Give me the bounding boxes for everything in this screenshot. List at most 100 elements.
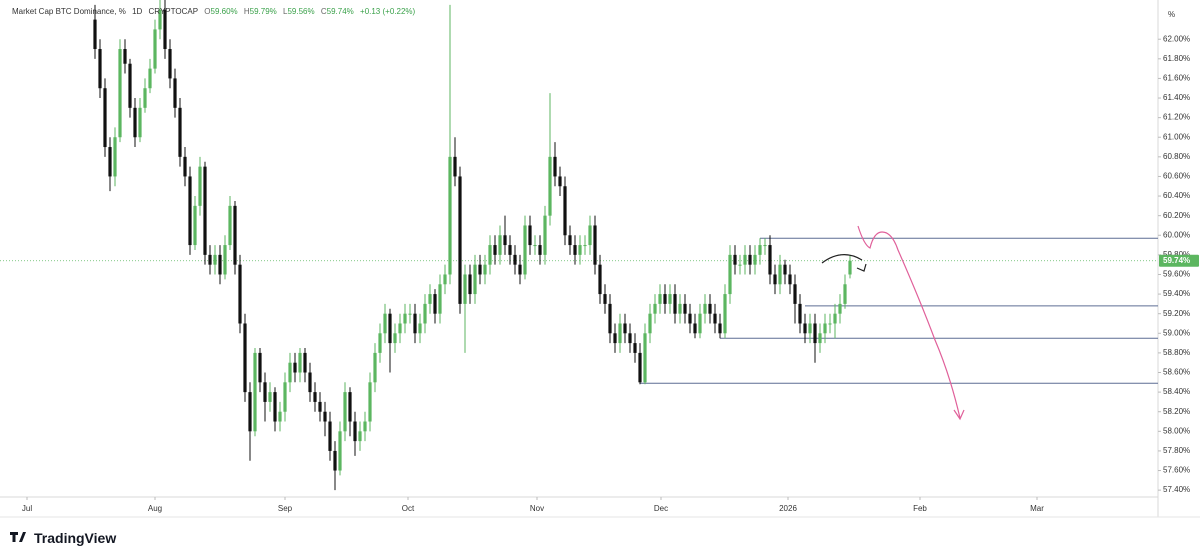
candle-body (113, 137, 117, 177)
candle-body (348, 392, 352, 422)
candle-body (358, 431, 362, 442)
candle-body (383, 313, 387, 334)
y-tick-label: 62.00% (1163, 34, 1190, 43)
candle-body (178, 107, 182, 157)
y-tick-label: 59.20% (1163, 309, 1190, 318)
candle-body (783, 264, 787, 275)
y-tick-label: 59.00% (1163, 328, 1190, 337)
y-tick-label: 61.40% (1163, 93, 1190, 102)
candle-body (378, 333, 382, 353)
candle-body (638, 352, 642, 383)
candle-body (333, 450, 337, 471)
candle-body (93, 19, 97, 50)
candle-body (568, 235, 572, 246)
candle-body (633, 343, 637, 353)
candle-body (808, 323, 812, 334)
candle-body (163, 9, 167, 50)
candle-body (748, 254, 752, 265)
candle-body (658, 294, 662, 304)
candle-body (268, 392, 272, 402)
candle-body (278, 411, 282, 422)
candle-body (558, 176, 562, 187)
candle-body (753, 254, 757, 265)
candle-body (193, 205, 197, 246)
candle-body (368, 382, 372, 422)
candle-body (243, 323, 247, 393)
candle-body (538, 245, 542, 255)
candle-body (98, 49, 102, 89)
candle-body (453, 156, 457, 177)
x-tick-label: Mar (1030, 504, 1044, 513)
arrow-head (856, 263, 867, 272)
candle-body (128, 63, 132, 108)
candle-body (698, 313, 702, 334)
candle-body (468, 274, 472, 295)
axis-unit: % (1168, 10, 1175, 19)
candle-body (793, 284, 797, 304)
candle-body (448, 156, 452, 275)
y-tick-label: 61.80% (1163, 54, 1190, 63)
brand-name: TradingView (34, 530, 117, 546)
candle-body (228, 205, 232, 246)
y-tick-label: 58.00% (1163, 426, 1190, 435)
candle-body (388, 313, 392, 344)
candle-body (158, 9, 162, 30)
candle-body (393, 333, 397, 344)
legend-value: 59.60% (210, 7, 238, 16)
legend-change: +0.13 (+0.22%) (360, 7, 416, 16)
candle-body (648, 313, 652, 334)
candle-body (588, 225, 592, 246)
candle-body (403, 313, 407, 324)
x-tick-label: Nov (530, 504, 544, 513)
y-tick-label: 60.60% (1163, 172, 1190, 181)
candle-body (298, 352, 302, 373)
candle-body (583, 245, 587, 247)
legend-title: Market Cap BTC Dominance, % (12, 7, 126, 16)
candle-body (203, 166, 207, 255)
candle-body (493, 245, 497, 255)
candle-body (118, 49, 122, 138)
candle-body (328, 421, 332, 451)
candle-body (408, 313, 412, 315)
arrow-head (953, 409, 965, 421)
candle-body (683, 303, 687, 314)
legend-interval: 1D (132, 7, 143, 16)
candle-body (443, 274, 447, 285)
candle-body (678, 303, 682, 314)
candle-body (623, 323, 627, 334)
candle-body (133, 107, 137, 138)
x-tick-label: 2026 (779, 504, 797, 513)
candle-body (618, 323, 622, 344)
brand-logo (10, 532, 26, 542)
candle-body (563, 186, 567, 236)
y-tick-label: 60.80% (1163, 152, 1190, 161)
candle-body (248, 392, 252, 432)
candle-body (463, 274, 467, 304)
candle-body (173, 78, 177, 108)
candle-body (573, 245, 577, 255)
candle-body (303, 352, 307, 373)
candle-body (733, 254, 737, 265)
candle-body (148, 68, 152, 89)
candle-body (338, 431, 342, 471)
candle-body (253, 352, 257, 432)
candle-body (108, 147, 112, 177)
candle-body (423, 303, 427, 324)
y-tick-label: 57.80% (1163, 446, 1190, 455)
candle-body (428, 294, 432, 304)
candle-body (713, 313, 717, 324)
legend-exchange: CRYPTOCAP (148, 7, 199, 16)
candle-body (518, 264, 522, 275)
y-tick-label: 60.40% (1163, 191, 1190, 200)
candle-body (613, 333, 617, 344)
legend: Market Cap BTC Dominance, % 1D CRYPTOCAP… (12, 7, 419, 16)
candle-body (223, 245, 227, 275)
candle-body (483, 264, 487, 275)
candle-body (503, 235, 507, 246)
x-tick-label: Dec (654, 504, 668, 513)
candle-body (813, 323, 817, 344)
candle-body (263, 382, 267, 402)
candle-body (763, 245, 767, 247)
